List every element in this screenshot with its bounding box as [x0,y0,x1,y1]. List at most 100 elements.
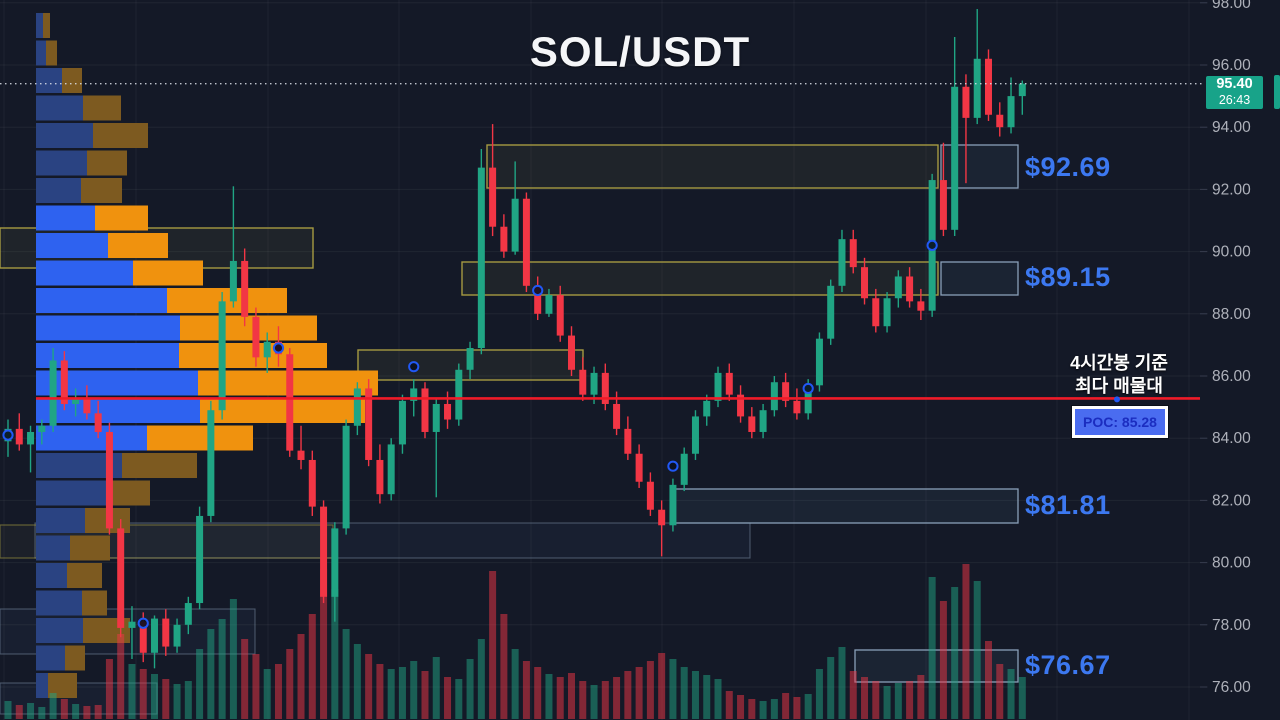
candle-body [331,528,339,597]
candle-body [376,459,384,495]
volume-bar [703,675,711,719]
volume-bar [782,693,790,719]
candle-body [410,388,418,401]
entry-marker[interactable] [802,382,814,395]
entry-marker[interactable] [272,342,285,354]
price-axis-label[interactable]: 80.00 [1212,555,1251,572]
volume-bar [579,681,587,719]
volume-bar [759,701,767,719]
candle-body [173,624,181,647]
profile-buy-bar [36,480,110,506]
volume-bar [568,673,575,719]
candle-body [556,295,564,336]
volume-bar [669,659,677,719]
entry-marker[interactable] [532,284,544,297]
profile-buy-bar [36,68,62,93]
candle-body [455,369,463,420]
profile-buy-bar [36,95,83,121]
candle-body [511,198,519,252]
candle-body [669,484,677,526]
volume-bar [804,694,812,719]
price-axis-label[interactable]: 84.00 [1212,430,1251,447]
profile-buy-bar [36,370,198,396]
profile-sell-bar [43,13,50,38]
profile-buy-bar [36,178,81,203]
volume-bar [522,661,530,719]
volume-bar [691,671,699,719]
candle-body [184,603,192,625]
candle-body [917,301,925,311]
volume-bar [308,614,316,719]
candle-body [128,621,136,628]
entry-marker[interactable] [137,617,149,629]
price-axis-label[interactable]: 82.00 [1212,492,1251,509]
volume-bar [793,697,801,719]
price-axis-label[interactable]: 88.00 [1212,306,1251,323]
price-axis-label[interactable]: 90.00 [1212,244,1251,261]
candle-body [15,428,23,445]
volume-bar [635,667,643,719]
entry-marker[interactable] [667,460,679,472]
price-axis-label[interactable]: 78.00 [1212,617,1251,634]
candle-body [906,276,914,302]
candle-body [72,397,80,404]
profile-buy-bar [36,343,179,368]
profile-buy-bar [36,40,46,66]
volume-bar [94,705,102,719]
zone-box [940,261,1019,296]
volume-bar [207,629,215,719]
volume-bar [748,699,756,719]
entry-marker[interactable] [2,429,14,441]
price-axis-label[interactable]: 96.00 [1212,57,1251,74]
profile-sell-bar [82,590,107,616]
volume-bar [951,587,959,719]
profile-buy-bar [36,233,108,258]
volume-bar [297,634,305,719]
price-axis-label[interactable]: 92.00 [1212,181,1251,198]
price-axis-label[interactable]: 98.00 [1212,0,1251,12]
volume-bar [128,664,136,719]
profile-buy-bar [36,288,167,313]
volume-bar [117,634,125,719]
candle-body [263,341,271,358]
price-axis-label[interactable]: 86.00 [1212,368,1251,385]
price-axis-label[interactable]: 76.00 [1212,679,1251,696]
candle-body [117,528,125,628]
profile-buy-bar [36,123,93,148]
candle-body [49,360,57,426]
volume-bar [861,677,869,719]
candle-body [353,388,361,426]
candle-body [861,267,869,299]
candle-body [229,260,237,302]
candle-body [365,388,373,460]
profile-sell-bar [83,95,121,121]
candle-body [151,618,159,653]
entry-marker[interactable] [926,239,938,251]
volume-bar [432,657,440,719]
profile-buy-bar [36,205,95,231]
volume-bar [737,695,745,719]
price-axis-label[interactable]: 94.00 [1212,119,1251,136]
volume-bar [455,679,463,719]
volume-bar [60,699,68,719]
volume-bar [928,577,936,719]
volume-bar [263,669,271,719]
volume-bar [387,669,395,719]
profile-sell-bar [200,398,365,423]
volume-bar [838,647,846,719]
candle-body [387,444,395,495]
candle-body [308,459,316,507]
candle-body [691,416,699,454]
volume-bar [646,661,654,719]
volume-bar [229,599,237,719]
candle-body [218,301,226,411]
entry-marker[interactable] [408,361,420,373]
candle-body [466,348,474,370]
profile-buy-bar [36,260,133,286]
profile-buy-bar [36,673,48,698]
candle-body [962,86,970,118]
volume-bar [218,619,226,719]
candle-body [601,372,609,404]
